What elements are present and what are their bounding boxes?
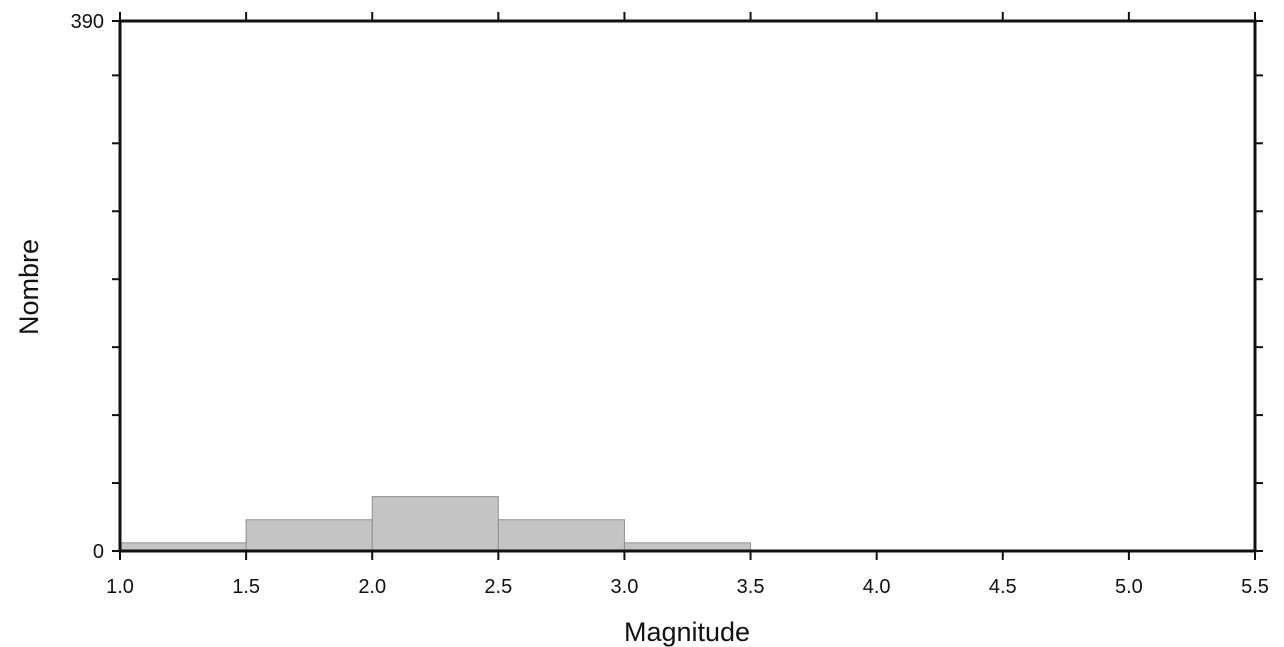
y-tick-labels: 0 390 (71, 11, 104, 563)
histogram-bar-1 (245, 519, 373, 552)
x-tick-label-3: 2.5 (484, 576, 512, 598)
y-tick-label-1: 390 (71, 11, 104, 33)
x-tick-label-2: 2.0 (358, 576, 386, 598)
x-tick-label-4: 3.0 (611, 576, 639, 598)
histogram-bar-2 (371, 496, 499, 552)
y-tick-label-0: 0 (93, 541, 104, 563)
x-tick-label-1: 1.5 (232, 576, 260, 598)
histogram-bar-3 (497, 519, 625, 552)
histogram-bars (119, 496, 752, 552)
x-tick-label-9: 5.5 (1241, 576, 1269, 598)
x-tick-labels: 1.0 1.5 2.0 2.5 3.0 3.5 4.0 4.5 5.0 5.5 (106, 576, 1269, 598)
x-axis-title: Magnitude (624, 617, 750, 647)
x-tick-label-5: 3.5 (737, 576, 765, 598)
x-tick-label-0: 1.0 (106, 576, 134, 598)
x-tick-label-8: 5.0 (1115, 576, 1143, 598)
y-axis-title: Nombre (14, 239, 44, 335)
plot-frame (118, 19, 1257, 553)
x-tick-label-7: 4.5 (989, 576, 1017, 598)
axis-ticks (112, 12, 1263, 560)
x-tick-label-6: 4.0 (863, 576, 891, 598)
